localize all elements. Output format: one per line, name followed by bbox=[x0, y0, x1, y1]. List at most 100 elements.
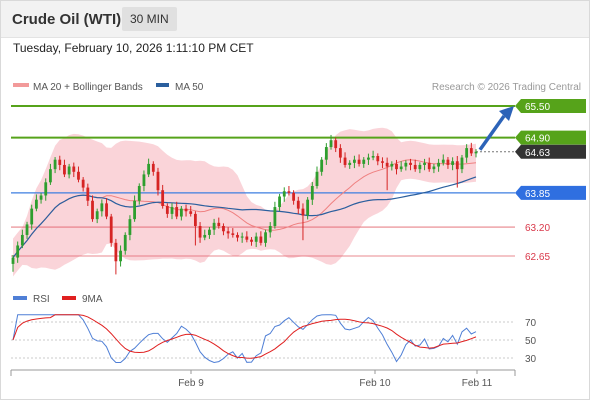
candle-body bbox=[203, 234, 207, 238]
candle-body bbox=[418, 164, 422, 170]
candle bbox=[320, 157, 324, 176]
candle-body bbox=[292, 192, 296, 201]
candle-body bbox=[282, 191, 286, 197]
candle-body bbox=[128, 219, 132, 235]
candle bbox=[44, 178, 48, 201]
candle bbox=[324, 143, 328, 165]
candle bbox=[72, 162, 76, 178]
candle bbox=[362, 157, 366, 168]
candle bbox=[395, 159, 398, 175]
candle bbox=[208, 227, 211, 239]
candle-body bbox=[226, 231, 230, 234]
rsi-panel: 30 50 70 bbox=[11, 314, 537, 365]
candle-body bbox=[451, 161, 455, 165]
tag-label: 63.20 bbox=[525, 223, 550, 234]
ma50-line bbox=[12, 176, 477, 258]
candle-body bbox=[399, 166, 403, 170]
x-tick-label: Feb 11 bbox=[462, 378, 493, 389]
candle-body bbox=[25, 224, 29, 235]
candle-body bbox=[217, 222, 221, 226]
candle-body bbox=[376, 156, 380, 162]
tag-background bbox=[515, 185, 586, 200]
candle bbox=[212, 218, 216, 235]
ma20-legend-label: MA 20 + Bollinger Bands bbox=[33, 82, 143, 93]
candle bbox=[86, 183, 90, 206]
candle bbox=[11, 254, 15, 272]
candle-body bbox=[95, 211, 99, 220]
pivot-tag: 63.85 bbox=[515, 185, 586, 200]
forecast-arrow-head bbox=[499, 106, 514, 121]
tag-background bbox=[515, 144, 586, 159]
tag-background bbox=[515, 130, 586, 145]
candle bbox=[301, 203, 305, 241]
candle bbox=[67, 163, 71, 179]
candle bbox=[338, 144, 342, 163]
interval-selector[interactable]: 30 MIN bbox=[122, 7, 177, 31]
candle-body bbox=[53, 159, 57, 170]
tag-label: 64.63 bbox=[525, 148, 550, 159]
candle-body bbox=[455, 161, 459, 170]
candle bbox=[371, 150, 375, 161]
candle-body bbox=[362, 159, 366, 164]
candle-body bbox=[175, 207, 179, 217]
candle bbox=[343, 152, 347, 168]
candle-body bbox=[222, 226, 225, 232]
candle-body bbox=[147, 163, 151, 175]
candle bbox=[315, 166, 319, 189]
candle bbox=[446, 157, 450, 169]
candle bbox=[329, 134, 333, 150]
rsi-legend-label: RSI bbox=[33, 294, 50, 305]
candle bbox=[296, 196, 300, 214]
candle bbox=[404, 160, 408, 171]
candle-body bbox=[250, 239, 253, 242]
candle-body bbox=[72, 166, 76, 172]
candle bbox=[179, 206, 183, 221]
ma9-legend-swatch bbox=[62, 296, 76, 300]
time-axis: Feb 9 Feb 10 Feb 11 bbox=[10, 369, 516, 389]
candle-body bbox=[385, 162, 389, 167]
candle bbox=[460, 154, 464, 174]
candle-body bbox=[259, 236, 263, 243]
candle-body bbox=[245, 236, 249, 240]
candle-body bbox=[320, 159, 324, 172]
candle-body bbox=[151, 163, 155, 172]
candle bbox=[63, 159, 66, 178]
candle bbox=[264, 229, 267, 247]
candle-body bbox=[240, 236, 244, 238]
candle-body bbox=[427, 162, 431, 170]
candle bbox=[390, 161, 394, 171]
candle-body bbox=[268, 226, 272, 233]
candle bbox=[16, 241, 20, 263]
candle bbox=[240, 232, 244, 243]
candle-body bbox=[20, 234, 24, 246]
candle bbox=[189, 206, 193, 217]
candle-body bbox=[81, 179, 85, 188]
candle bbox=[427, 157, 431, 172]
candle-body bbox=[63, 164, 66, 175]
candle-body bbox=[441, 159, 445, 163]
candle bbox=[133, 195, 136, 222]
tag-label: 63.85 bbox=[525, 189, 550, 200]
ma9-legend-label: 9MA bbox=[82, 294, 103, 305]
candle bbox=[203, 229, 207, 241]
candle bbox=[20, 229, 24, 249]
candle bbox=[282, 187, 286, 202]
candle bbox=[222, 223, 225, 236]
tag-label: 64.90 bbox=[525, 134, 550, 145]
candle-body bbox=[137, 186, 141, 201]
candle bbox=[30, 204, 34, 230]
forecast-arrow-shaft bbox=[478, 114, 506, 151]
candle bbox=[161, 184, 165, 209]
candle-body bbox=[44, 182, 48, 196]
candle-body bbox=[343, 157, 347, 165]
candle-body bbox=[109, 216, 113, 243]
candle bbox=[184, 204, 188, 217]
candle bbox=[147, 158, 151, 178]
candle bbox=[441, 154, 445, 166]
candle bbox=[381, 157, 384, 169]
candle bbox=[292, 190, 296, 205]
candle bbox=[95, 208, 99, 224]
forecast-arrow bbox=[478, 106, 514, 151]
tag-label: 65.50 bbox=[525, 102, 550, 113]
